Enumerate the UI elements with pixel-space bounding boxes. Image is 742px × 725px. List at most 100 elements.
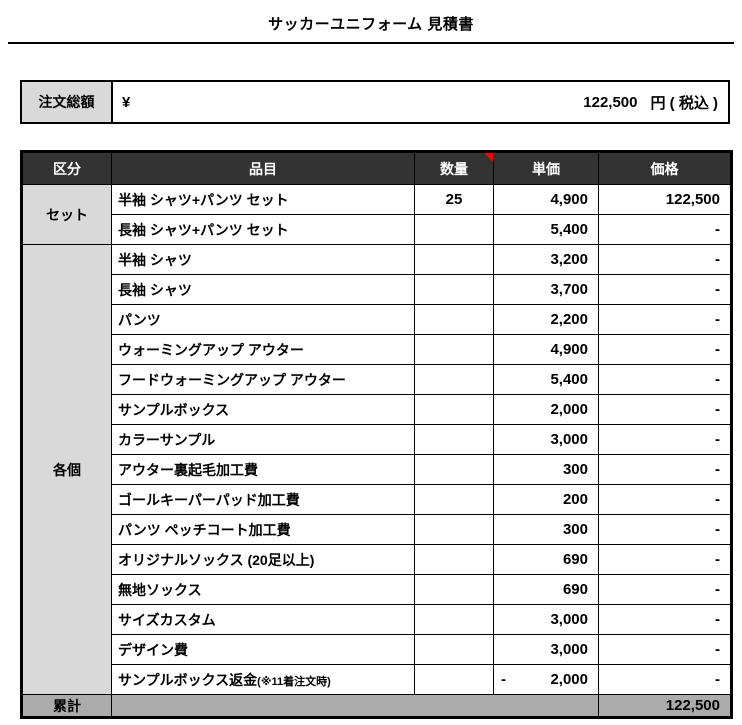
order-total-box: 注文総額 ¥ 122,500 円 ( 税込 )	[20, 80, 730, 124]
item-name-cell: ゴールキーパーパッド加工費	[111, 484, 415, 515]
column-header-item: 品目	[111, 151, 415, 185]
table-row: オリジナルソックス (20足以上) 690-	[22, 544, 732, 575]
unit-price-cell: 690	[493, 574, 599, 605]
item-name-cell: 無地ソックス	[111, 574, 415, 605]
order-total-value: ¥ 122,500 円 ( 税込 )	[113, 82, 728, 122]
item-name: サイズカスタム	[118, 611, 216, 628]
title-divider	[8, 42, 734, 44]
unit-price-cell: 3,000	[493, 604, 599, 635]
unit-price-cell: 690	[493, 544, 599, 575]
page-title: サッカーユニフォーム 見積書	[268, 16, 474, 33]
footer-total-cell: 122,500	[598, 694, 732, 718]
unit-price-cell: 4,900	[493, 334, 599, 365]
price-cell: -	[598, 364, 732, 395]
table-row: サンプルボックス 2,000-	[22, 394, 732, 425]
quantity-cell	[414, 664, 494, 695]
table-body: セット 半袖 シャツ+パンツ セット 25 4,900 122,500 長袖 シャツ+パン…	[21, 184, 732, 695]
column-header-category: 区分	[21, 151, 112, 185]
item-name-cell: 半袖 シャツ	[111, 244, 415, 275]
table-row: パンツ 2,200-	[22, 304, 732, 335]
price-cell: -	[598, 214, 732, 245]
column-header-quantity-label: 数量	[440, 160, 468, 177]
item-name: フードウォーミングアップ アウター	[118, 371, 346, 388]
table-row: 各個 半袖 シャツ 3,200-	[21, 244, 732, 695]
quantity-cell	[414, 424, 494, 455]
price-cell: -	[598, 484, 732, 515]
quantity-cell: 25	[414, 184, 494, 215]
item-name-cell: サンプルボックス	[111, 394, 415, 425]
unit-price-cell: 2,000	[493, 394, 599, 425]
group-cell: 各個	[21, 244, 112, 695]
order-total-amount: 122,500	[583, 93, 638, 111]
price-cell: -	[598, 334, 732, 365]
price-cell: -	[598, 634, 732, 665]
price-cell: -	[598, 274, 732, 305]
table-row: アウター裏起毛加工費 300-	[22, 454, 732, 485]
item-name: サンプルボックス	[118, 401, 230, 418]
item-name-cell: パンツ	[111, 304, 415, 335]
price-cell: -	[598, 304, 732, 335]
table-row: サンプルボックス返金(※11着注文時) -2,000-	[22, 664, 732, 695]
item-name: 無地ソックス	[118, 581, 202, 598]
item-name-cell: 半袖 シャツ+パンツ セット	[111, 184, 415, 215]
column-header-price: 価格	[598, 151, 732, 185]
unit-price-cell: 2,200	[493, 304, 599, 335]
quantity-cell	[414, 364, 494, 395]
item-name-cell: サイズカスタム	[111, 604, 415, 635]
price-cell: -	[598, 244, 732, 275]
item-name: 半袖 シャツ	[118, 251, 192, 268]
quantity-cell	[414, 274, 494, 305]
accounting-negative-value: - 2,000	[495, 671, 588, 688]
item-name-cell: パンツ ペッチコート加工費	[111, 514, 415, 545]
table-header: 区分 品目 数量 単価 価格	[21, 151, 732, 185]
item-name-cell: オリジナルソックス (20足以上)	[111, 544, 415, 575]
table-row: ゴールキーパーパッド加工費 200-	[22, 484, 732, 515]
item-name-cell: ウォーミングアップ アウター	[111, 334, 415, 365]
unit-price-cell: 4,900	[493, 184, 599, 215]
item-name-note: (※11着注文時)	[257, 675, 331, 688]
quantity-cell	[414, 334, 494, 365]
unit-price-cell: - 2,000	[493, 664, 599, 695]
header-row: 区分 品目 数量 単価 価格	[21, 151, 732, 185]
group-cell: セット	[21, 184, 112, 245]
item-name-cell: アウター裏起毛加工費	[111, 454, 415, 485]
price-cell: -	[598, 514, 732, 545]
unit-price-value: 2,000	[550, 671, 588, 688]
item-name: 長袖 シャツ	[118, 281, 192, 298]
table-row: 長袖 シャツ+パンツ セット 5,400-	[22, 214, 732, 245]
item-name: ウォーミングアップ アウター	[118, 341, 304, 358]
quantity-cell	[414, 574, 494, 605]
table-row: デザイン費 3,000-	[22, 634, 732, 665]
item-name-cell: 長袖 シャツ+パンツ セット	[111, 214, 415, 245]
unit-price-cell: 300	[493, 514, 599, 545]
quantity-cell	[414, 544, 494, 575]
table-row: ウォーミングアップ アウター 4,900-	[22, 334, 732, 365]
unit-price-cell: 3,200	[493, 244, 599, 275]
estimate-table: 区分 品目 数量 単価 価格 セット 半袖 シャツ+パンツ セット 25 4,900 1…	[20, 150, 733, 719]
quantity-cell	[414, 634, 494, 665]
price-cell: -	[598, 574, 732, 605]
quantity-cell	[414, 244, 494, 275]
price-cell: -	[598, 664, 732, 695]
item-name: ゴールキーパーパッド加工費	[118, 491, 300, 508]
item-name-cell: 長袖 シャツ	[111, 274, 415, 305]
quantity-cell	[414, 304, 494, 335]
quantity-cell	[414, 604, 494, 635]
footer-row: 累計 122,500	[21, 694, 732, 718]
table-row: セット 半袖 シャツ+パンツ セット 25 4,900 122,500	[21, 184, 732, 245]
order-total-label: 注文総額	[22, 82, 113, 122]
footer-label-cell: 累計	[21, 694, 112, 718]
quantity-cell	[414, 394, 494, 425]
table-row: カラーサンプル 3,000-	[22, 424, 732, 455]
quantity-cell	[414, 454, 494, 485]
item-name-cell: カラーサンプル	[111, 424, 415, 455]
unit-price-cell: 3,000	[493, 634, 599, 665]
comment-marker-icon	[484, 153, 493, 162]
item-name: サンプルボックス返金	[118, 671, 258, 688]
item-name: オリジナルソックス (20足以上)	[118, 551, 315, 568]
unit-price-cell: 5,400	[493, 364, 599, 395]
unit-price-cell: 3,000	[493, 424, 599, 455]
order-total-amount-group: 122,500 円 ( 税込 )	[583, 92, 718, 113]
price-cell: -	[598, 394, 732, 425]
table-row: パンツ ペッチコート加工費 300-	[22, 514, 732, 545]
